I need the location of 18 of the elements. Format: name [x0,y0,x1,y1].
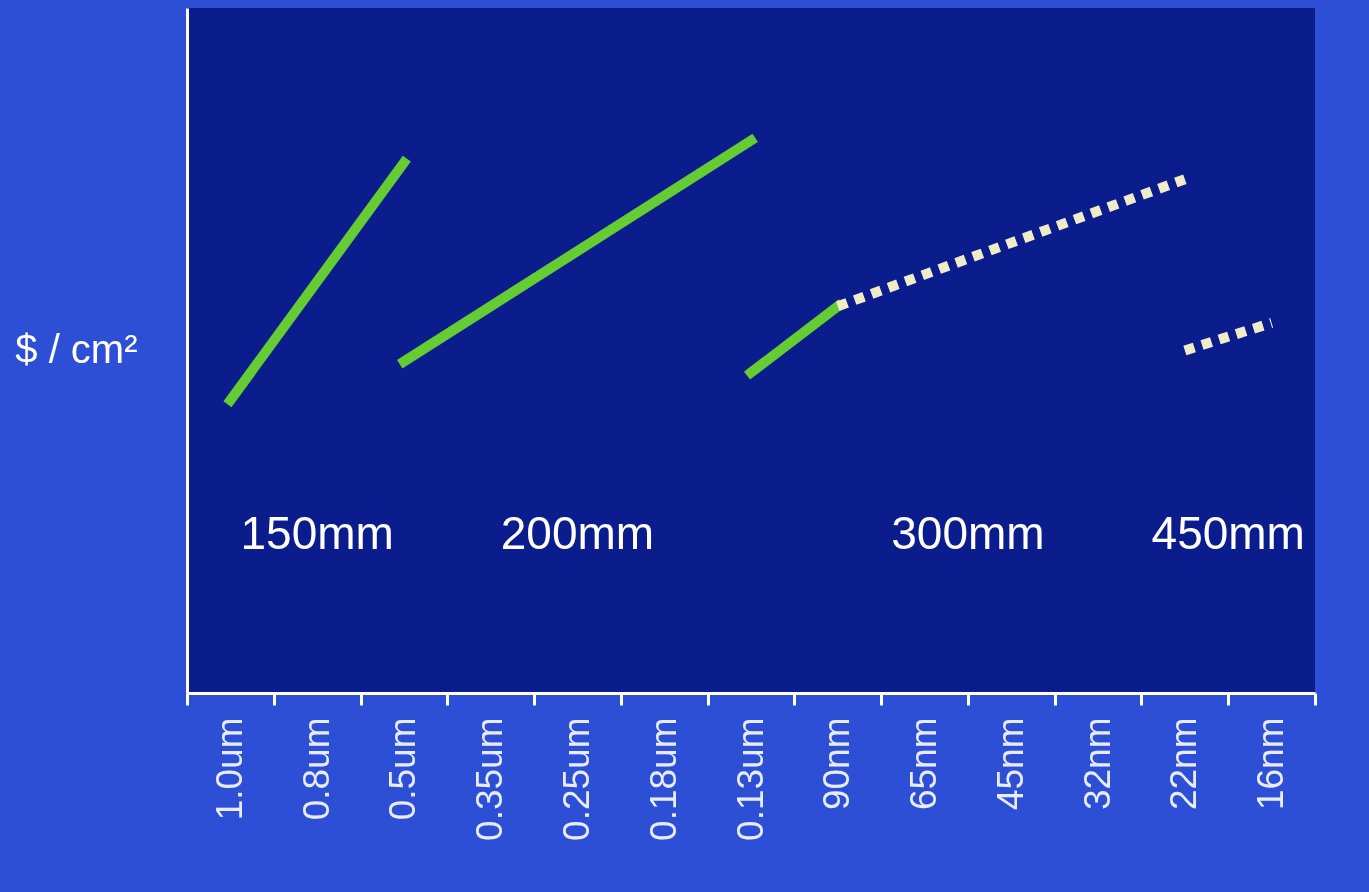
x-tick-label: 0.25um [555,717,597,841]
x-tick-label: 0.13um [729,717,771,841]
x-tick-label: 22nm [1163,717,1205,811]
x-tick-label: 0.35um [469,717,511,841]
x-tick-label: 0.18um [642,717,684,841]
x-tick-label: 65nm [903,717,945,811]
x-tick-label: 0.8um [295,717,337,821]
x-tick-label: 0.5um [382,717,424,821]
annotation: 150mm [240,507,394,560]
x-tick-label: 32nm [1076,717,1118,811]
annotation: 200mm [500,507,655,560]
annotation: 300mm [891,507,1045,560]
y-axis-title: $ / cm² [15,327,138,371]
x-tick-label: 1.0um [208,717,250,821]
x-tick-label: 16nm [1250,717,1292,811]
annotation: 450mm [1151,507,1305,560]
x-tick-label: 90nm [816,717,858,811]
x-tick-label: 45nm [989,717,1031,811]
